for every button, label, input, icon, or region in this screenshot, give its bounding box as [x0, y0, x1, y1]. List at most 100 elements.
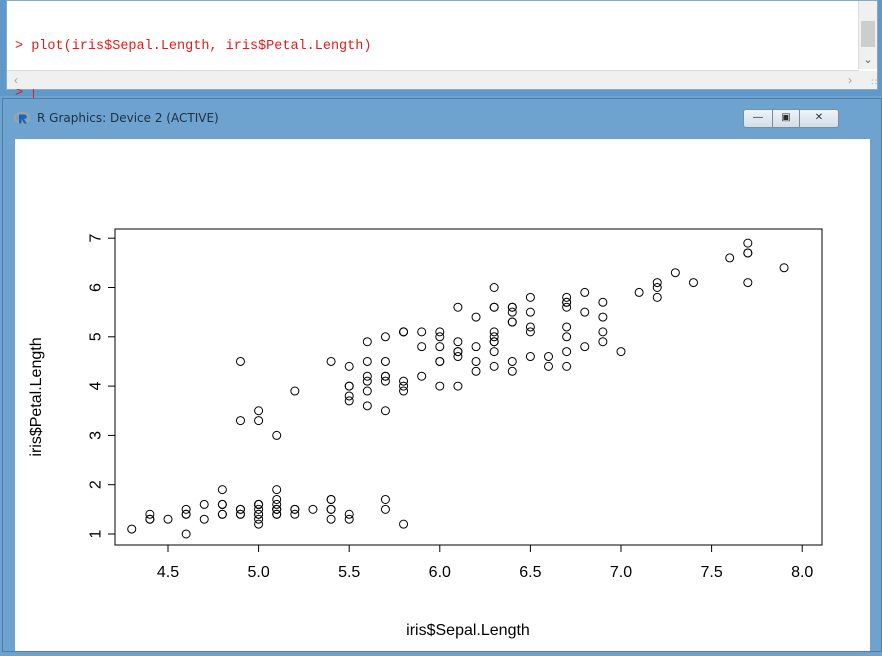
data-point: [362, 401, 372, 411]
data-point: [544, 361, 554, 371]
data-point: [254, 519, 264, 529]
data-point: [471, 342, 481, 352]
y-tick-label: 6: [88, 283, 105, 292]
size-grip-icon[interactable]: ∷: [859, 71, 877, 89]
data-point: [525, 307, 535, 317]
data-point: [489, 347, 499, 357]
data-point: [254, 504, 264, 514]
horizontal-scrollbar[interactable]: ‹ ›: [7, 70, 859, 89]
data-point: [670, 268, 680, 278]
data-point: [199, 499, 209, 509]
data-point: [127, 524, 137, 534]
data-point: [254, 416, 264, 426]
data-point: [199, 514, 209, 524]
maximize-icon: ▣: [781, 112, 791, 123]
data-point: [435, 381, 445, 391]
close-icon: ✕: [814, 112, 824, 123]
data-point: [743, 248, 753, 258]
data-point: [453, 381, 463, 391]
x-tick-label: 5.5: [338, 564, 360, 581]
data-point: [417, 371, 427, 381]
data-point: [145, 509, 155, 519]
data-point: [217, 499, 227, 509]
data-point: [507, 307, 517, 317]
data-point: [235, 509, 245, 519]
data-point: [272, 494, 282, 504]
data-point: [562, 322, 572, 332]
data-point: [525, 292, 535, 302]
data-point: [652, 283, 662, 292]
data-point: [598, 327, 608, 337]
data-point: [435, 327, 445, 337]
data-point: [362, 371, 372, 381]
data-point: [743, 238, 753, 248]
data-point: [235, 504, 245, 514]
chevron-down-icon[interactable]: ⌄: [863, 54, 873, 66]
console-line-command: > plot(iris$Sepal.Length, iris$Petal.Len…: [15, 39, 372, 54]
data-point: [145, 514, 155, 524]
data-point: [779, 263, 789, 273]
scrollbar-thumb[interactable]: [861, 21, 875, 47]
x-tick-label: 7.0: [610, 564, 632, 581]
data-point: [380, 406, 390, 416]
data-point: [344, 361, 354, 371]
data-point: [272, 485, 282, 495]
console-prompt: >: [15, 86, 32, 101]
data-point: [471, 366, 481, 376]
data-point: [399, 386, 409, 396]
data-point: [272, 504, 282, 514]
plot-box: [114, 228, 823, 546]
y-axis-label: iris$Petal.Length: [28, 337, 45, 456]
data-point: [417, 327, 427, 337]
data-point: [380, 504, 390, 514]
data-point: [344, 391, 354, 401]
x-tick-label: 4.5: [157, 564, 179, 581]
data-point: [254, 499, 264, 509]
data-point: [254, 406, 264, 416]
maximize-button[interactable]: ▣: [772, 109, 800, 128]
y-tick-label: 5: [88, 332, 105, 341]
data-point: [507, 302, 517, 312]
x-axis: 4.5 5.0 5.5 6.0 6.5 7.0 7.5 8.0: [157, 544, 813, 581]
data-point: [507, 356, 517, 366]
x-tick-label: 6.5: [519, 564, 541, 581]
console-output[interactable]: > plot(iris$Sepal.Length, iris$Petal.Len…: [15, 9, 835, 101]
data-point: [471, 312, 481, 322]
close-button[interactable]: ✕: [799, 109, 839, 128]
minimize-button[interactable]: —: [743, 109, 773, 128]
y-tick-label: 7: [88, 234, 105, 243]
y-tick-label: 3: [88, 431, 105, 440]
y-axis: 1 2 3 4 5 6 7: [88, 234, 116, 538]
data-point: [290, 386, 300, 396]
data-point: [344, 381, 354, 391]
vertical-scrollbar[interactable]: ⌄: [858, 1, 877, 69]
data-point: [181, 509, 191, 519]
y-tick-label: 4: [88, 382, 105, 391]
data-point: [235, 356, 245, 366]
data-point: [580, 287, 590, 297]
data-point: [562, 361, 572, 371]
data-point: [344, 514, 354, 524]
data-point: [254, 514, 264, 524]
data-point: [525, 352, 535, 362]
window-titlebar[interactable]: R Graphics: Device 2 (ACTIVE) — ▣ ✕: [3, 99, 881, 139]
data-point: [489, 337, 499, 347]
data-point: [326, 356, 336, 366]
data-point: [453, 337, 463, 347]
x-tick-label: 5.0: [247, 564, 269, 581]
data-point: [562, 347, 572, 357]
data-point: [507, 317, 517, 327]
console-window: > plot(iris$Sepal.Length, iris$Petal.Len…: [0, 0, 882, 101]
data-point: [272, 430, 282, 440]
window-title: R Graphics: Device 2 (ACTIVE): [37, 111, 219, 125]
console-pane[interactable]: > plot(iris$Sepal.Length, iris$Petal.Len…: [6, 0, 878, 101]
chevron-right-icon[interactable]: ›: [848, 73, 852, 87]
data-point: [399, 381, 409, 391]
data-point: [598, 297, 608, 307]
graphics-window: R Graphics: Device 2 (ACTIVE) — ▣ ✕ 4.5 5…: [2, 98, 882, 652]
chevron-left-icon[interactable]: ‹: [14, 73, 18, 87]
data-point: [181, 529, 191, 539]
data-point: [453, 302, 463, 312]
data-point: [290, 509, 300, 519]
data-point: [362, 356, 372, 366]
